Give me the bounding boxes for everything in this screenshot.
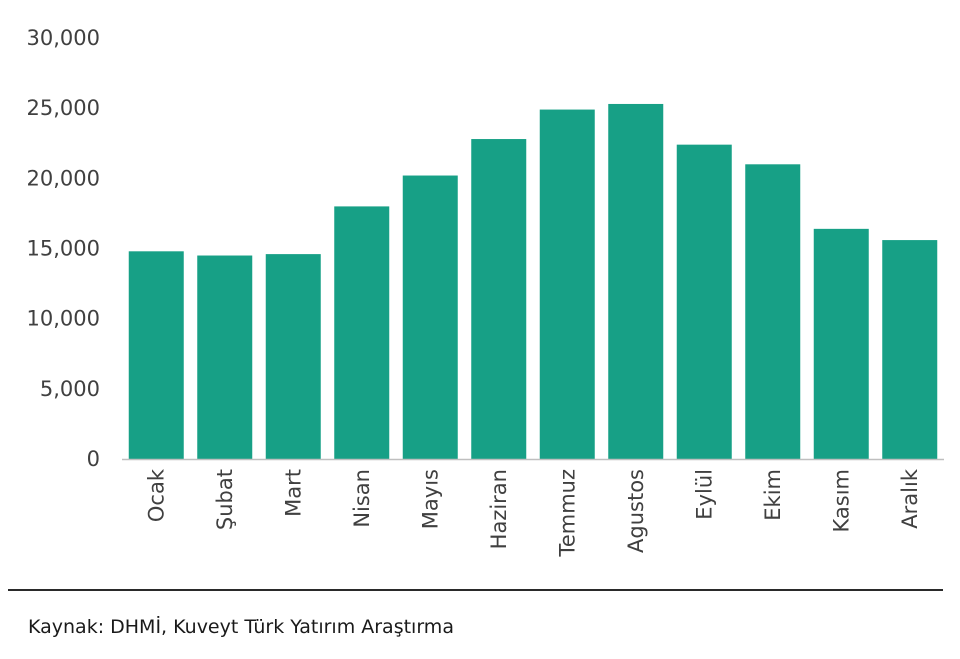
footer-divider	[8, 589, 943, 591]
bar-11	[882, 240, 938, 459]
y-tick-label: 10,000	[27, 307, 100, 331]
bar-6	[539, 109, 595, 459]
bar-4	[402, 175, 458, 459]
x-tick-label: Mart	[281, 469, 305, 517]
y-tick-label: 0	[87, 447, 100, 471]
x-tick-label: Kasım	[829, 469, 853, 533]
bar-10	[813, 228, 869, 459]
bars-group	[128, 103, 938, 460]
y-tick-label: 25,000	[27, 96, 100, 120]
y-tick-label: 20,000	[27, 166, 100, 190]
source-note: Kaynak: DHMİ, Kuveyt Türk Yatırım Araştı…	[28, 616, 454, 638]
x-tick-label: Eylül	[692, 469, 716, 520]
x-tick-label: Haziran	[487, 469, 511, 549]
y-tick-label: 5,000	[40, 377, 100, 401]
x-tick-label: Mayıs	[418, 469, 442, 529]
x-tick-label: Aralık	[898, 468, 922, 529]
y-axis-tick-labels: 0 5,000 10,000 15,000 20,000 25,000 30,000	[27, 26, 100, 471]
x-tick-label: Ekim	[761, 469, 785, 521]
x-tick-label: Ocak	[144, 468, 168, 522]
x-tick-label: Temmuz	[555, 469, 579, 557]
y-tick-label: 30,000	[27, 26, 100, 50]
bar-0	[128, 251, 184, 459]
bar-7	[608, 103, 664, 459]
y-tick-label: 15,000	[27, 237, 100, 261]
bar-8	[676, 144, 732, 460]
bar-chart: 0 5,000 10,000 15,000 20,000 25,000 30,000 Oca…	[27, 26, 944, 557]
bar-9	[745, 164, 801, 460]
x-tick-label: Nisan	[350, 469, 374, 528]
x-tick-label: Agustos	[624, 469, 648, 553]
bar-3	[334, 206, 390, 459]
bar-2	[265, 254, 321, 459]
x-tick-label: Şubat	[213, 469, 237, 530]
x-axis-tick-labels: Ocak Şubat Mart Nisan Mayıs Haziran Temmuz Agus…	[144, 468, 922, 557]
bar-1	[197, 255, 253, 459]
bar-5	[471, 139, 527, 460]
